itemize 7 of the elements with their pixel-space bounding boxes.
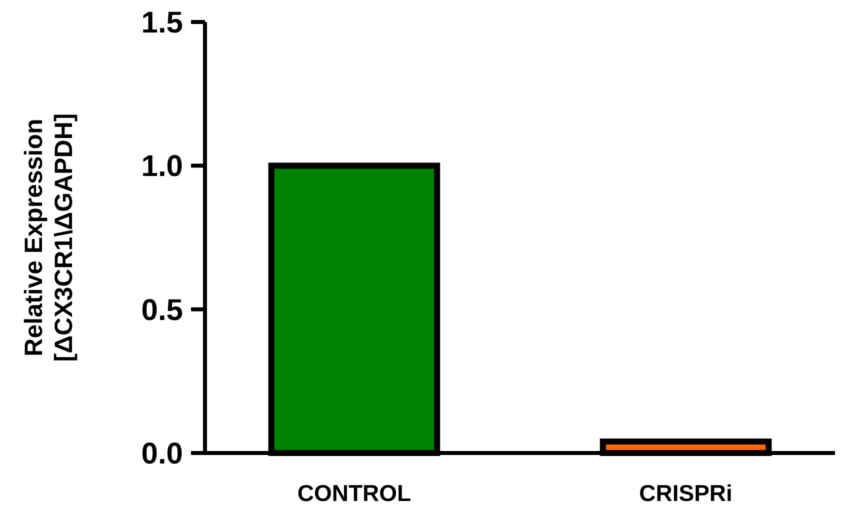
x-tick-label: CONTROL (297, 480, 412, 506)
y-axis-title: Relative Expression [ΔCX3CR1\ΔGAPDH] (20, 113, 78, 362)
y-tick-label: 0.5 (141, 294, 183, 327)
y-tick-label: 1.5 (141, 6, 183, 40)
x-tick-label: CRISPRi (639, 480, 732, 506)
y-tick-label: 1.0 (141, 150, 183, 184)
y-tick-label: 0.0 (141, 438, 183, 470)
